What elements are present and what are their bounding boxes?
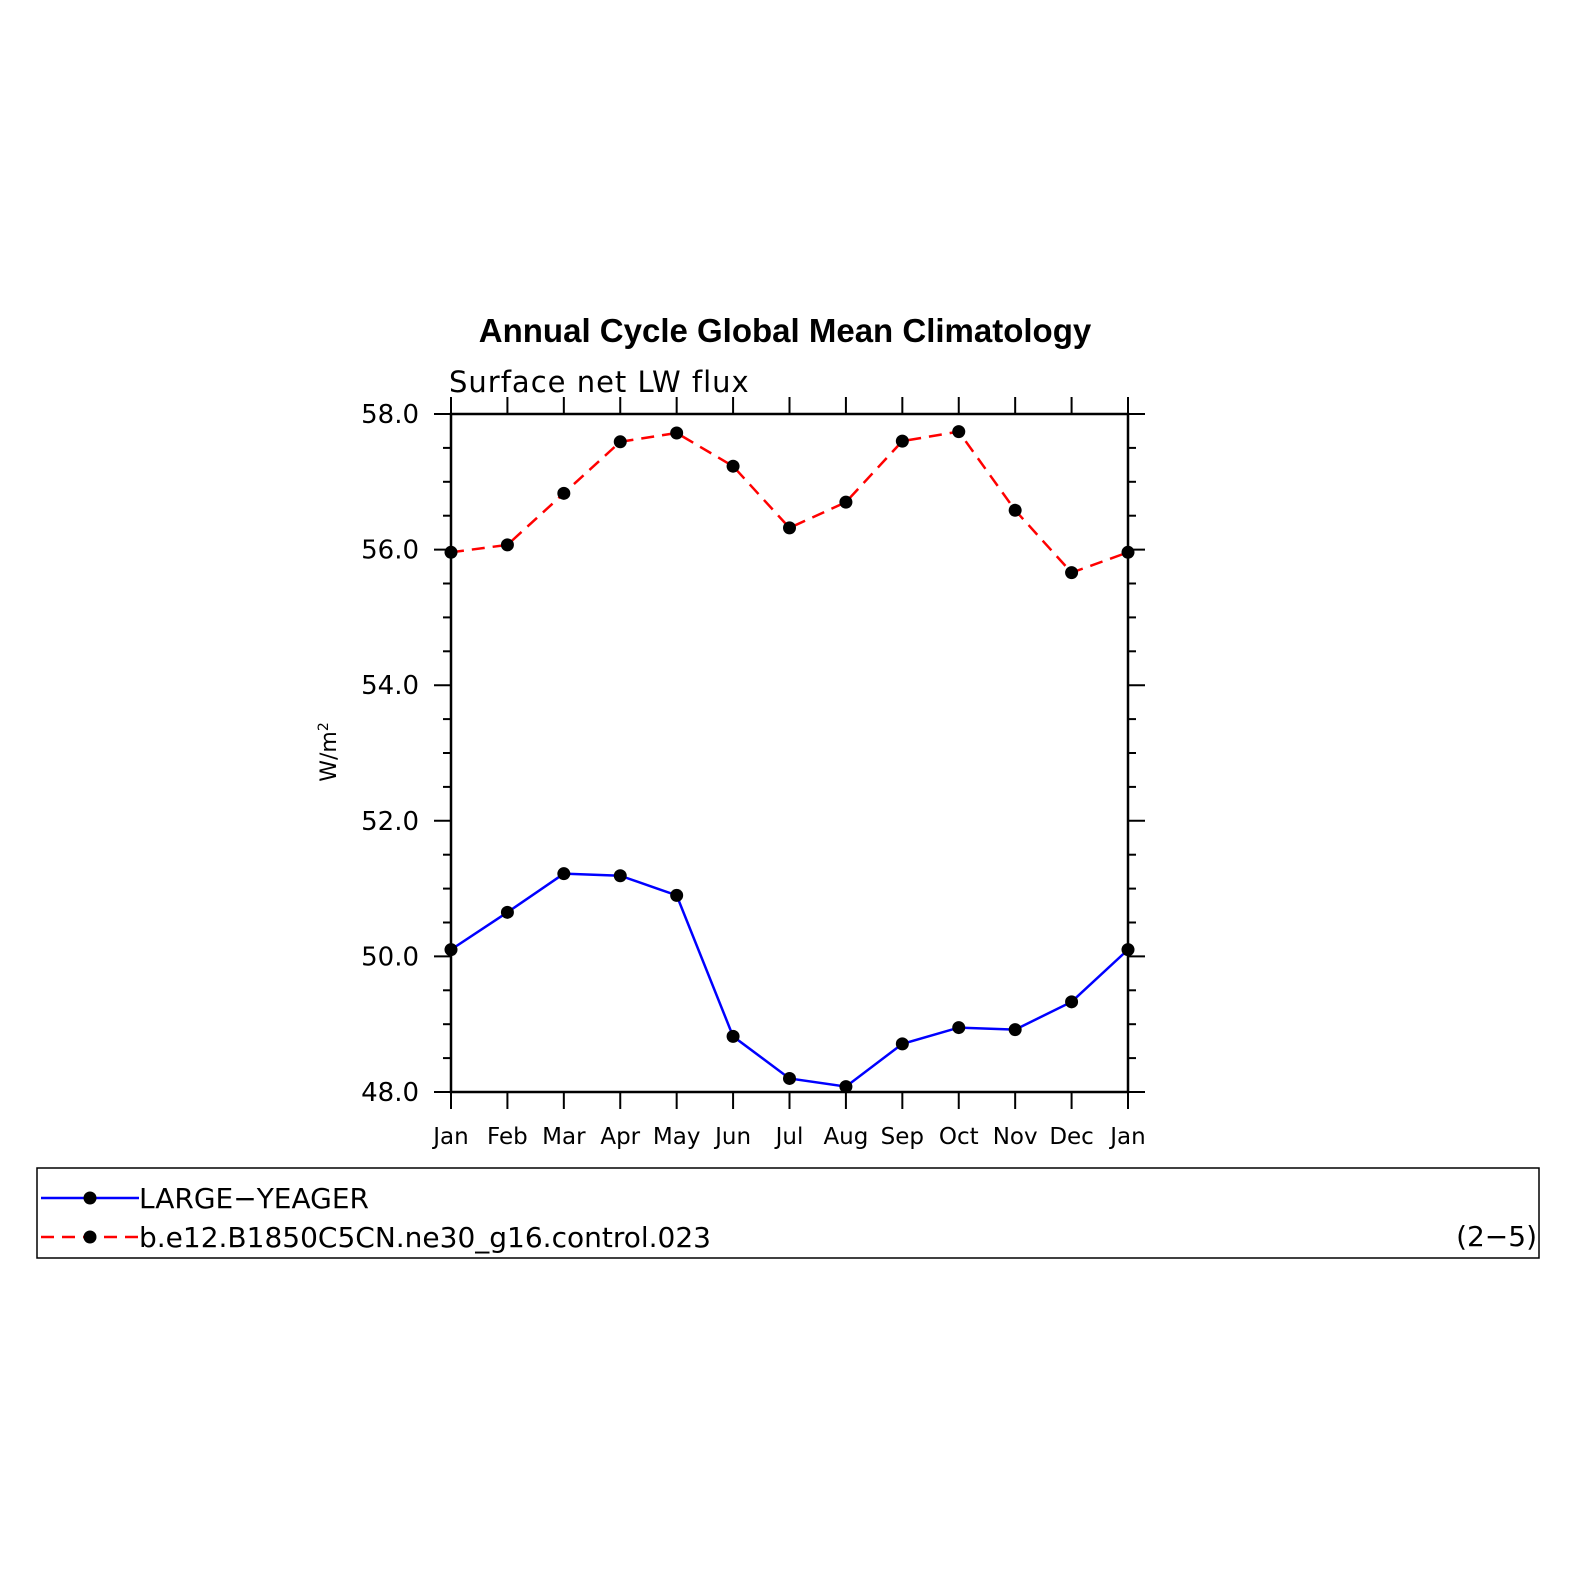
x-tick-label: Apr (600, 1124, 640, 1150)
legend-marker-1 (83, 1230, 97, 1244)
x-tick-label: Jan (1108, 1124, 1145, 1150)
y-axis-ticks: 58.0 56.0 54.0 52.0 50.0 48.0 (361, 400, 1145, 1108)
series-point-0 (839, 1080, 853, 1094)
y-tick-label: 58.0 (361, 400, 419, 430)
series-group (444, 425, 1135, 1094)
series-point-1 (670, 426, 684, 440)
series-point-0 (783, 1071, 796, 1085)
series-point-1 (952, 425, 966, 439)
x-tick-label: Sep (881, 1124, 924, 1150)
legend-marker-0 (83, 1191, 97, 1205)
series-point-1 (557, 486, 571, 500)
chart-title: Annual Cycle Global Mean Climatology (479, 312, 1092, 349)
x-tick-label: Jan (431, 1124, 468, 1150)
plot-axes (449, 412, 1130, 1094)
series-line-0 (450, 872, 1129, 1088)
y-tick-label: 52.0 (361, 807, 419, 837)
legend: (2−5) LARGE−YEAGER b.e12.B1850C5CN.ne30_g… (36, 1167, 1540, 1259)
series-point-1 (500, 538, 514, 552)
legend-box (36, 1167, 1540, 1259)
series-point-0 (1065, 995, 1079, 1009)
x-tick-label: Feb (487, 1124, 528, 1150)
series-point-0 (895, 1037, 909, 1051)
x-tick-label: Jun (713, 1124, 751, 1150)
series-point-0 (500, 905, 514, 919)
x-tick-label: Nov (993, 1124, 1038, 1150)
y-tick-label: 56.0 (361, 536, 419, 566)
series-point-1 (1008, 503, 1022, 517)
x-tick-label: Mar (542, 1124, 586, 1150)
x-tick-label: Jul (774, 1124, 804, 1150)
series-point-0 (1008, 1023, 1022, 1037)
y-axis-label-superscript: 2 (316, 722, 332, 731)
series-point-1 (1121, 545, 1135, 559)
x-tick-label: Oct (939, 1124, 979, 1150)
chart-subtitle: Surface net LW flux (449, 365, 750, 399)
y-tick-label: 54.0 (361, 671, 419, 701)
y-axis-label-unit: W/m (317, 731, 342, 782)
series-point-0 (670, 888, 684, 902)
series-point-1 (613, 435, 627, 449)
series-point-1 (839, 495, 853, 509)
series-point-0 (952, 1021, 966, 1035)
series-point-0 (726, 1029, 740, 1043)
legend-label-1: b.e12.B1850C5CN.ne30_g16.control.023 (139, 1221, 711, 1254)
x-tick-label: Aug (823, 1124, 868, 1150)
y-tick-label: 48.0 (361, 1078, 419, 1108)
series-point-1 (726, 459, 740, 473)
series-point-1 (1065, 566, 1079, 580)
series-point-1 (895, 434, 909, 448)
series-point-0 (444, 943, 458, 957)
y-axis-label: W/m2 (316, 722, 342, 782)
series-line-1 (450, 430, 1129, 575)
x-tick-label: Dec (1049, 1124, 1094, 1150)
y-tick-label: 50.0 (361, 942, 419, 972)
x-tick-label: May (653, 1124, 701, 1150)
x-axis-ticks: Jan Feb Mar Apr May Jun Jul Aug Sep Oct Nov Dec Jan (431, 397, 1146, 1150)
plot-frame (449, 412, 1130, 1094)
series-point-1 (444, 545, 458, 559)
series-point-0 (1121, 943, 1135, 957)
series-point-0 (557, 867, 571, 881)
series-point-0 (613, 869, 627, 883)
series-point-1 (783, 521, 796, 535)
legend-note: (2−5) (1456, 1220, 1537, 1253)
legend-label-0: LARGE−YEAGER (139, 1182, 369, 1215)
